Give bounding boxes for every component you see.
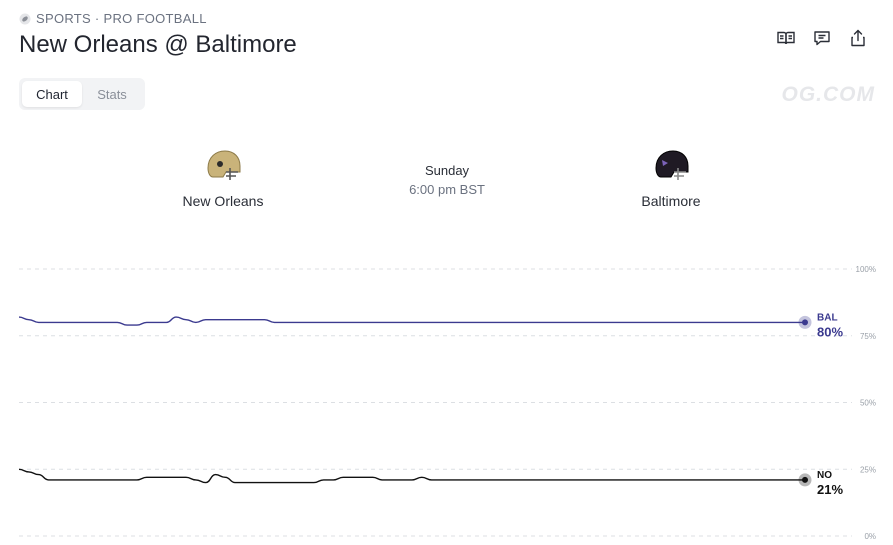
share-button[interactable]	[847, 27, 869, 49]
y-tick-label: 100%	[856, 265, 876, 274]
page-title: New Orleans @ Baltimore	[19, 31, 297, 58]
football-icon	[19, 13, 31, 24]
away-team-name: New Orleans	[182, 193, 264, 209]
home-helmet-shell	[655, 150, 689, 178]
game-day: Sunday	[424, 163, 470, 178]
baltimore-helmet-icon	[655, 150, 689, 180]
new-orleans-helmet-icon	[207, 150, 241, 180]
rules-button[interactable]	[775, 27, 797, 49]
series-end-value-bal: 80%	[817, 324, 843, 339]
y-tick-label: 50%	[860, 399, 876, 408]
game-time: Sunday 6:00 pm BST	[367, 163, 527, 197]
series-line-bal	[18, 316, 805, 326]
series-end-value-no: 21%	[817, 482, 843, 497]
away-team[interactable]: New Orleans	[143, 148, 303, 209]
comment-icon	[814, 31, 830, 46]
toolbar	[775, 27, 869, 49]
breadcrumb[interactable]: SPORTS · PRO FOOTBALL	[19, 11, 207, 26]
series-end-point-no	[802, 476, 808, 483]
watermark-logo: OG.COM	[781, 83, 875, 106]
view-tabs: Chart Stats	[19, 78, 145, 110]
home-team-name: Baltimore	[641, 193, 701, 209]
y-tick-label: 25%	[860, 465, 876, 474]
breadcrumb-text: SPORTS · PRO FOOTBALL	[36, 11, 207, 26]
home-team[interactable]: Baltimore	[591, 148, 751, 209]
away-helmet-shell	[207, 150, 241, 178]
share-icon	[851, 29, 865, 47]
tab-chart[interactable]: Chart	[22, 81, 82, 107]
rules-book-icon	[777, 31, 795, 45]
game-clock: 6:00 pm BST	[409, 182, 485, 197]
y-tick-label: 75%	[860, 332, 876, 341]
tab-stats[interactable]: Stats	[97, 86, 127, 102]
series-end-point-bal	[802, 319, 808, 326]
series-end-name-no: NO	[817, 470, 832, 481]
series-line-no	[18, 468, 805, 484]
comments-button[interactable]	[811, 27, 833, 49]
series-end-name-bal: BAL	[817, 312, 838, 323]
y-tick-label: 0%	[864, 532, 876, 541]
